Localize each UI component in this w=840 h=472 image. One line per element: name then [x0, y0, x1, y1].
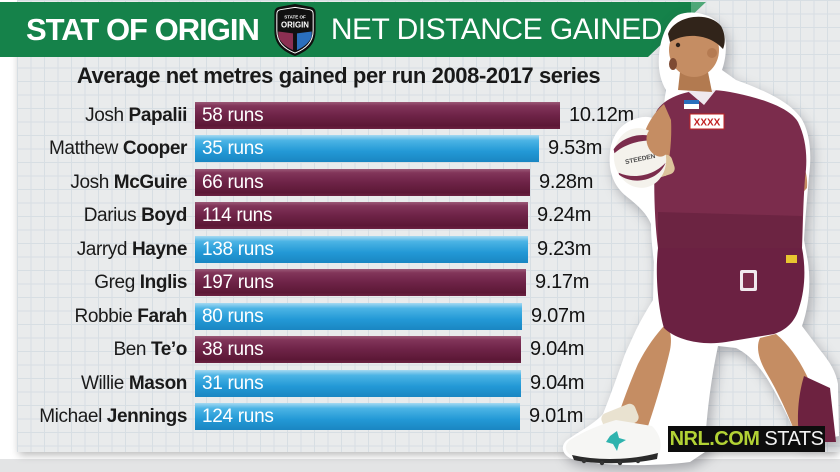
player-shorts — [656, 248, 805, 344]
runs-label: 197 runs — [202, 272, 274, 294]
value-label: 9.04m — [530, 371, 585, 394]
player-hair — [668, 16, 725, 49]
bar: 35 runs — [195, 135, 539, 163]
player-name: Darius Boyd — [83, 205, 188, 227]
runs-label: 138 runs — [202, 238, 274, 260]
brand-title: STAT OF ORIGIN — [26, 11, 259, 47]
runs-label: 124 runs — [202, 406, 274, 428]
boot-stud — [599, 460, 605, 466]
table-row: Willie Mason 31 runs 9.04m — [17, 369, 840, 397]
boot-stud — [635, 458, 641, 464]
table-row: Matthew Cooper 35 runs 9.53m — [17, 135, 840, 163]
table-row: Robbie Farah 80 runs 9.07m — [17, 302, 840, 330]
player-ear — [707, 48, 717, 58]
runs-label: 114 runs — [202, 205, 273, 227]
shorts-sponsor-patch — [786, 255, 797, 263]
table-row: Darius Boyd 114 runs 9.24m — [17, 202, 840, 230]
nrl-com-label: NRL.COM — [669, 427, 760, 450]
value-label: 9.04m — [530, 338, 585, 361]
value-label: 9.01m — [529, 405, 584, 428]
jersey-patch — [684, 100, 699, 109]
value-label: 9.28m — [539, 170, 594, 193]
player-name: Robbie Farah — [74, 305, 188, 327]
bar: 58 runs — [195, 102, 560, 129]
table-row: Jarryd Hayne 138 runs 9.23m — [17, 235, 840, 263]
player-name: Matthew Cooper — [49, 138, 187, 160]
value-label: 10.12m — [569, 104, 634, 126]
table-row: Greg Inglis 197 runs 9.17m — [17, 269, 840, 297]
state-of-origin-logo: STATE OF ORIGIN — [272, 3, 318, 57]
player-name: Jarryd Hayne — [76, 238, 188, 260]
player-name: Michael Jennings — [39, 406, 187, 428]
logo-line1: STATE OF — [284, 14, 306, 19]
player-neck — [678, 72, 712, 92]
player-name: Ben Te’o — [113, 339, 187, 361]
bar: 197 runs — [195, 269, 526, 297]
runs-label: 58 runs — [202, 105, 264, 126]
jersey-patch-top — [684, 100, 699, 104]
player-photo-cutout: XXXX STEEDEN — [562, 12, 839, 466]
bar: 31 runs — [195, 369, 521, 397]
header-title: NET DISTANCE GAINED — [330, 12, 662, 46]
banner-background — [0, 2, 691, 57]
chart-title: Average net metres gained per run 2008-2… — [76, 63, 601, 88]
boot-stud — [617, 460, 623, 466]
bar: 124 runs — [195, 403, 520, 431]
logo-maroon-half — [278, 31, 293, 50]
player-mouth — [669, 58, 677, 70]
runs-label: 38 runs — [202, 339, 264, 361]
bar: 138 runs — [195, 235, 528, 263]
table-row: Josh Papalii 58 runs 10.12m — [17, 102, 840, 129]
player-name: Greg Inglis — [94, 272, 187, 294]
bar-chart: Josh Papalii 58 runs 10.12m Matthew Cooper 3… — [17, 0, 840, 452]
player-name: Josh Papalii — [85, 105, 187, 126]
bar: 66 runs — [195, 168, 530, 196]
logo-blue-half — [297, 31, 312, 50]
value-label: 9.53m — [548, 137, 603, 160]
runs-label: 31 runs — [202, 372, 264, 394]
jersey-collar — [684, 88, 716, 105]
value-label: 9.23m — [537, 237, 592, 260]
shorts-badge-inner — [743, 273, 754, 288]
player-jersey — [654, 90, 807, 248]
player-sock — [797, 376, 836, 442]
nrl-stats-badge: NRL.COM STATS — [668, 426, 825, 452]
table-row: Michael Jennings 124 runs 9.01m — [17, 403, 840, 431]
jersey-sponsor-text: XXXX — [694, 118, 721, 129]
bar: 114 runs — [195, 202, 528, 230]
bar: 80 runs — [195, 302, 522, 330]
boot-logo — [606, 431, 626, 451]
runs-label: 80 runs — [202, 305, 264, 327]
jersey-shadow — [658, 212, 802, 248]
banner-content: STAT OF ORIGIN STATE OF ORIGIN NET DISTA… — [0, 2, 706, 57]
logo-line2: ORIGIN — [281, 20, 309, 29]
boot-stud — [581, 458, 587, 464]
value-label: 9.24m — [537, 204, 592, 227]
value-label: 9.07m — [531, 304, 586, 327]
runs-label: 66 runs — [202, 171, 264, 193]
table-row: Ben Te’o 38 runs 9.04m — [17, 336, 840, 364]
table-row: Josh McGuire 66 runs 9.28m — [17, 168, 840, 196]
stats-label: STATS — [764, 427, 824, 450]
runs-label: 35 runs — [202, 138, 264, 160]
player-name: Willie Mason — [80, 372, 187, 394]
player-name: Josh McGuire — [70, 171, 187, 193]
value-label: 9.17m — [535, 271, 590, 294]
bar: 38 runs — [195, 336, 521, 364]
player-eye — [675, 42, 681, 48]
jersey-sponsor-box — [689, 113, 725, 130]
player-hand — [646, 127, 670, 157]
